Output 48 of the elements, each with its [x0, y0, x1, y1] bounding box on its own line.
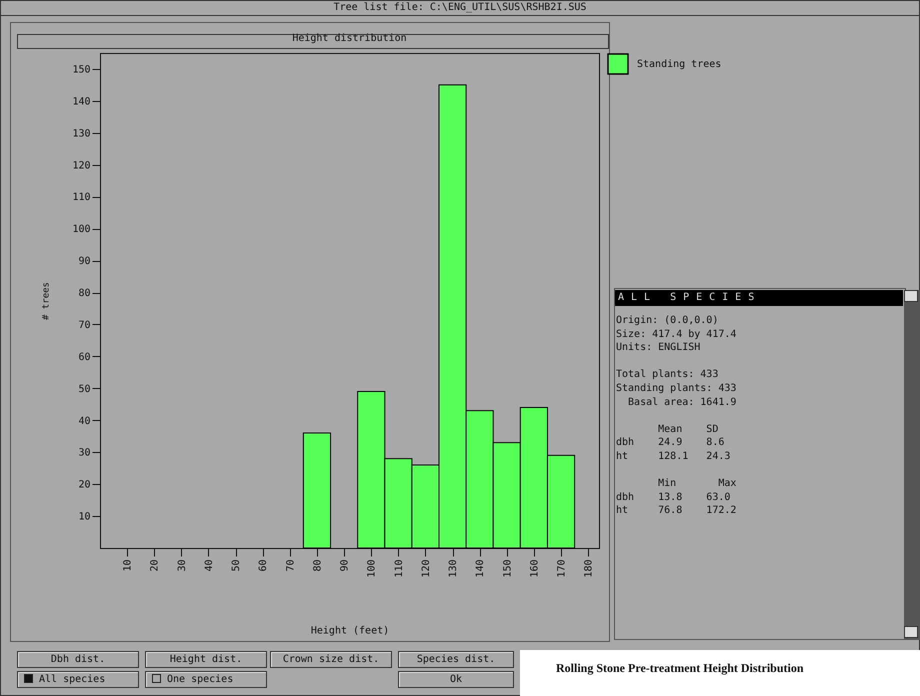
y-tick-label: 90 [78, 256, 90, 268]
x-tick-label: 30 [176, 560, 188, 572]
x-tick-label: 10 [122, 560, 134, 572]
y-tick-label: 130 [72, 128, 90, 140]
text: Ok [398, 671, 514, 688]
x-tick-label: 50 [231, 560, 242, 572]
text: ALL SPECIES [615, 290, 903, 306]
y-tick-label: 110 [72, 192, 90, 204]
y-tick-label: 60 [78, 352, 90, 363]
legend-label: Standing trees [637, 59, 722, 70]
text: Origin: (0.0,0.0) Size: 417.4 by 417.4 Units: ENGLISH Total plants: 433 Standing plants: 433 Basal area: 1641.9 Mean SD dbh 24.9 8.6 ht 128.1 24.3 Min Max dbh 13.8 63.0 ht 76.8 172.2 [616, 315, 736, 516]
text: Dbh dist. [17, 651, 139, 668]
x-axis-title: Height (feet) [310, 626, 390, 637]
y-tick-label: 10 [78, 512, 90, 523]
text: Rolling Stone Pre-treatment Height Distribution [520, 650, 920, 696]
x-tick-label: 160 [529, 560, 540, 578]
text: Tree list file: C:\ENG_UTIL\SUS\RSHB2I.SUS [0, 0, 920, 16]
text: Height dist. [145, 651, 267, 668]
text: Crown size dist. [270, 651, 392, 668]
x-tick-label: 120 [420, 560, 432, 578]
x-tick-label: 40 [204, 560, 215, 572]
x-tick-label: 20 [150, 560, 161, 572]
x-tick-label: 80 [312, 560, 324, 572]
y-tick-label: 20 [78, 480, 90, 491]
x-tick-label: 90 [340, 560, 351, 572]
x-tick-label: 60 [258, 560, 270, 572]
y-tick-label: 70 [78, 320, 90, 331]
x-tick-label: 170 [556, 560, 568, 578]
x-tick-label: 150 [502, 560, 514, 578]
y-tick-label: 120 [72, 160, 90, 172]
y-axis-title: # trees [41, 282, 52, 320]
y-tick-label: 50 [78, 384, 90, 395]
x-tick-label: 130 [448, 560, 460, 578]
y-tick-label: 100 [72, 224, 90, 236]
text: One species [145, 671, 267, 688]
y-tick-label: 40 [78, 416, 90, 427]
x-tick-label: 140 [475, 560, 486, 578]
y-tick-label: 140 [72, 96, 90, 108]
text: Species dist. [398, 651, 514, 668]
x-tick-label: 110 [394, 560, 405, 578]
text: All species [17, 671, 139, 688]
x-tick-label: 100 [366, 560, 378, 578]
y-tick-label: 80 [78, 288, 90, 300]
chart-title: Height distribution [292, 33, 407, 44]
y-tick-label: 150 [72, 64, 90, 76]
y-tick-label: 30 [78, 448, 90, 459]
x-tick-label: 70 [285, 560, 296, 572]
x-tick-label: 180 [584, 560, 595, 578]
